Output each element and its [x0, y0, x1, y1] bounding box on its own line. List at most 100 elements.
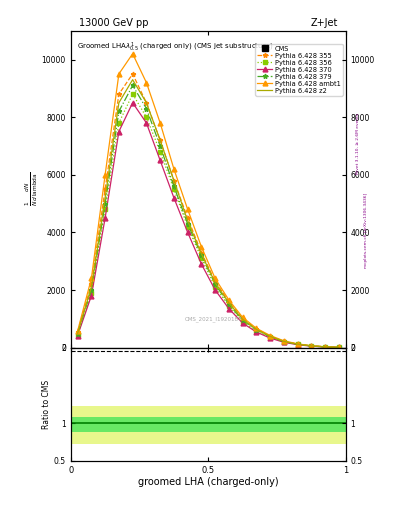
Pythia 6.428 370	[103, 215, 108, 221]
Pythia 6.428 z2	[240, 316, 245, 323]
Pythia 6.428 370	[199, 261, 204, 267]
Pythia 6.428 379	[226, 302, 231, 308]
Pythia 6.428 z2	[158, 137, 163, 143]
Pythia 6.428 379	[281, 338, 286, 345]
Y-axis label: Ratio to CMS: Ratio to CMS	[42, 380, 51, 429]
Pythia 6.428 356	[240, 318, 245, 325]
Pythia 6.428 355	[199, 249, 204, 255]
Pythia 6.428 355	[213, 279, 218, 285]
Pythia 6.428 379	[254, 327, 259, 333]
Pythia 6.428 356	[213, 284, 218, 290]
Pythia 6.428 356	[268, 334, 272, 340]
Pythia 6.428 355	[295, 341, 300, 347]
Pythia 6.428 ambt1	[199, 244, 204, 250]
Text: Rivet 3.1.10, ≥ 2.6M events: Rivet 3.1.10, ≥ 2.6M events	[356, 113, 360, 174]
Pythia 6.428 370	[309, 343, 314, 349]
Pythia 6.428 379	[89, 287, 94, 293]
Pythia 6.428 370	[336, 344, 341, 350]
Pythia 6.428 356	[295, 342, 300, 348]
Pythia 6.428 370	[130, 100, 135, 106]
Text: Z+Jet: Z+Jet	[310, 18, 338, 28]
Pythia 6.428 370	[254, 329, 259, 335]
Pythia 6.428 379	[323, 344, 328, 350]
Pythia 6.428 ambt1	[158, 120, 163, 126]
Pythia 6.428 ambt1	[171, 166, 176, 172]
Pythia 6.428 ambt1	[226, 297, 231, 303]
Text: CMS_2021_I1920187: CMS_2021_I1920187	[185, 316, 242, 322]
Pythia 6.428 z2	[281, 338, 286, 345]
Pythia 6.428 379	[213, 281, 218, 287]
Pythia 6.428 ambt1	[213, 275, 218, 282]
Pythia 6.428 356	[75, 332, 80, 338]
Pythia 6.428 z2	[171, 178, 176, 184]
Pythia 6.428 379	[130, 82, 135, 89]
Pythia 6.428 379	[171, 183, 176, 189]
Pythia 6.428 z2	[254, 326, 259, 332]
Pythia 6.428 z2	[144, 100, 149, 106]
Pythia 6.428 356	[199, 255, 204, 262]
Pythia 6.428 ambt1	[323, 344, 328, 350]
Pythia 6.428 ambt1	[295, 341, 300, 347]
Pythia 6.428 355	[116, 91, 121, 97]
Pythia 6.428 356	[103, 206, 108, 212]
Pythia 6.428 356	[226, 303, 231, 309]
Pythia 6.428 379	[295, 341, 300, 347]
Pythia 6.428 z2	[268, 333, 272, 339]
Pythia 6.428 ambt1	[268, 332, 272, 338]
Text: mcplots.cern.ch [arXiv:1306.3436]: mcplots.cern.ch [arXiv:1306.3436]	[364, 193, 367, 268]
Pythia 6.428 z2	[89, 284, 94, 290]
Pythia 6.428 370	[75, 332, 80, 338]
Pythia 6.428 ambt1	[185, 206, 190, 212]
Pythia 6.428 370	[213, 287, 218, 293]
Pythia 6.428 z2	[213, 280, 218, 286]
Text: 13000 GeV pp: 13000 GeV pp	[79, 18, 148, 28]
Pythia 6.428 379	[268, 334, 272, 340]
Pythia 6.428 379	[336, 344, 341, 350]
Pythia 6.428 355	[171, 178, 176, 184]
Pythia 6.428 355	[240, 316, 245, 322]
Pythia 6.428 356	[281, 339, 286, 345]
Pythia 6.428 356	[130, 91, 135, 97]
Pythia 6.428 370	[268, 335, 272, 341]
Pythia 6.428 370	[240, 320, 245, 326]
Pythia 6.428 355	[158, 137, 163, 143]
Line: Pythia 6.428 356: Pythia 6.428 356	[75, 92, 342, 350]
Pythia 6.428 355	[281, 338, 286, 345]
Line: Pythia 6.428 379: Pythia 6.428 379	[75, 83, 342, 350]
Pythia 6.428 ambt1	[116, 71, 121, 77]
Line: Pythia 6.428 z2: Pythia 6.428 z2	[78, 80, 339, 347]
Pythia 6.428 356	[336, 344, 341, 350]
Pythia 6.428 z2	[226, 300, 231, 306]
Pythia 6.428 ambt1	[309, 343, 314, 349]
Pythia 6.428 ambt1	[130, 51, 135, 57]
Pythia 6.428 356	[116, 120, 121, 126]
Y-axis label: $\frac{1}{N}\frac{dN}{d\,\mathrm{lambda}}$: $\frac{1}{N}\frac{dN}{d\,\mathrm{lambda}…	[24, 172, 40, 206]
Pythia 6.428 356	[185, 224, 190, 230]
Pythia 6.428 z2	[130, 77, 135, 83]
Pythia 6.428 379	[240, 317, 245, 323]
Pythia 6.428 370	[158, 157, 163, 163]
Legend: CMS, Pythia 6.428 355, Pythia 6.428 356, Pythia 6.428 370, Pythia 6.428 379, Pyt: CMS, Pythia 6.428 355, Pythia 6.428 356,…	[255, 44, 343, 96]
Pythia 6.428 z2	[185, 218, 190, 224]
Pythia 6.428 355	[103, 186, 108, 192]
Pythia 6.428 370	[171, 195, 176, 201]
X-axis label: groomed LHA (charged-only): groomed LHA (charged-only)	[138, 477, 279, 487]
Pythia 6.428 ambt1	[254, 325, 259, 331]
Pythia 6.428 356	[254, 328, 259, 334]
Pythia 6.428 379	[199, 252, 204, 259]
Pythia 6.428 379	[158, 143, 163, 149]
Pythia 6.428 ambt1	[144, 79, 149, 86]
Text: Groomed LHA$\lambda^1_{0.5}$ (charged only) (CMS jet substructure): Groomed LHA$\lambda^1_{0.5}$ (charged on…	[77, 40, 274, 54]
Pythia 6.428 379	[116, 109, 121, 115]
Line: Pythia 6.428 370: Pythia 6.428 370	[75, 100, 342, 350]
Pythia 6.428 356	[323, 344, 328, 350]
Pythia 6.428 z2	[103, 195, 108, 201]
Pythia 6.428 z2	[75, 330, 80, 336]
Pythia 6.428 z2	[116, 100, 121, 106]
Pythia 6.428 379	[185, 221, 190, 227]
Pythia 6.428 355	[323, 344, 328, 350]
Line: Pythia 6.428 ambt1: Pythia 6.428 ambt1	[75, 51, 342, 350]
Pythia 6.428 355	[75, 329, 80, 335]
Pythia 6.428 379	[309, 343, 314, 349]
Pythia 6.428 379	[103, 201, 108, 207]
